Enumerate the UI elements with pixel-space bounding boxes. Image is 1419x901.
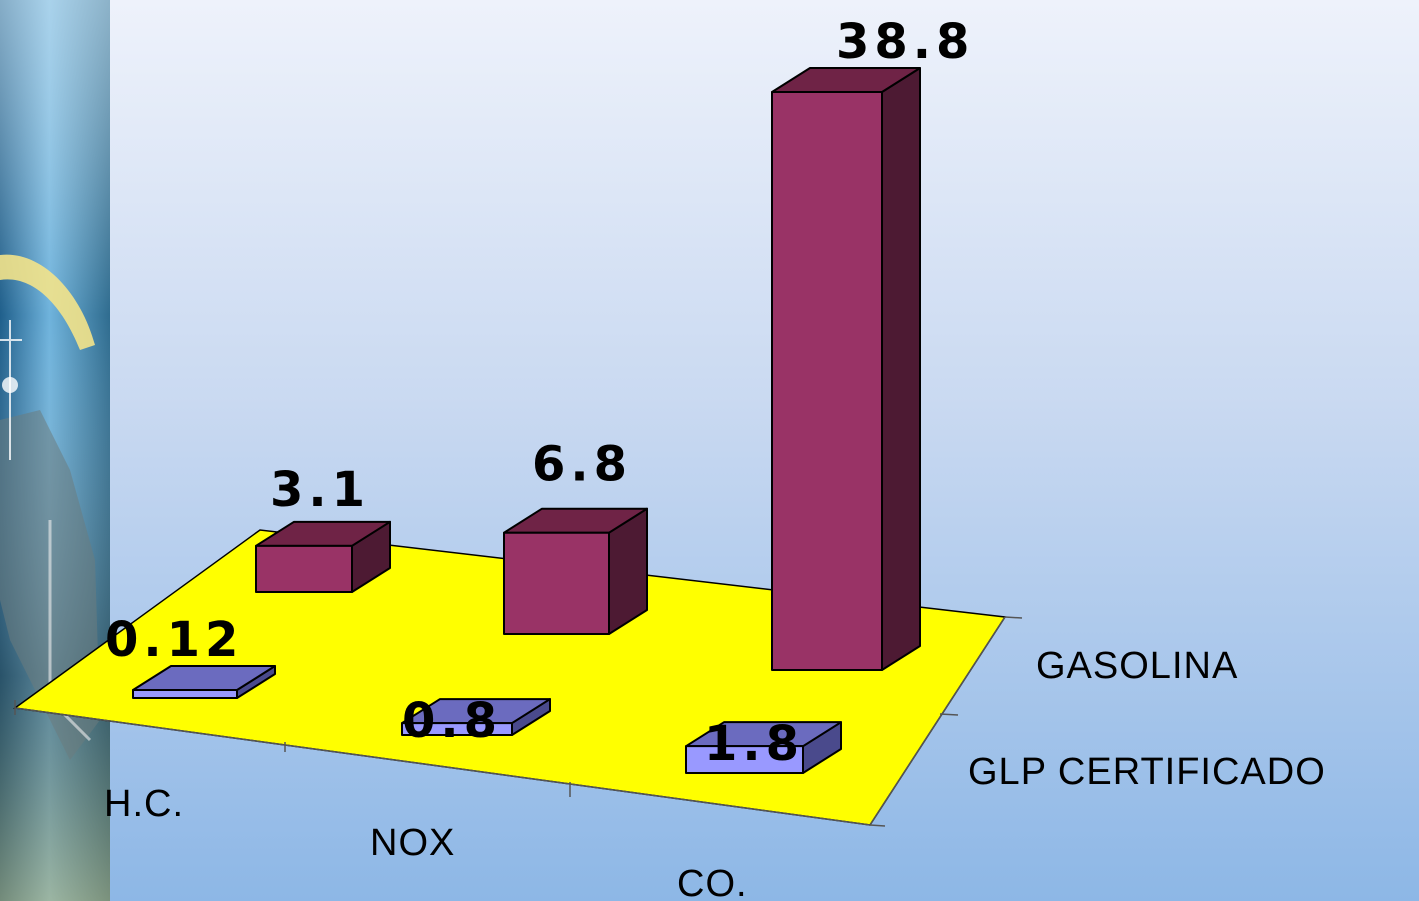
category-label-nox: NOX xyxy=(370,822,455,864)
background-decoration xyxy=(0,0,110,901)
bar-front-glp-certificado-co xyxy=(685,745,804,774)
bar-side-gasolina-co xyxy=(881,67,921,671)
bar-front-glp-certificado-nox xyxy=(401,722,513,736)
axis-line-7 xyxy=(1004,616,1023,619)
value-labels: 3.1 6.8 38.8 0.12 0.8 1.8 xyxy=(105,14,974,772)
bar-gasolina-co xyxy=(771,67,921,671)
axis-line-1 xyxy=(869,616,1006,826)
category-label-co: CO. xyxy=(677,863,748,901)
bar-glp-certificado-co xyxy=(685,721,842,774)
category-labels: H.C. NOX CO. xyxy=(104,783,748,901)
bar-glp-certificado-nox xyxy=(401,698,551,736)
value-label-gasolina-nox: 6.8 xyxy=(532,437,632,493)
bars xyxy=(132,67,921,774)
bar-gasolina-nox xyxy=(503,507,648,635)
value-label-glp-certificado-hc: 0.12 xyxy=(105,612,243,668)
bar-front-glp-certificado-hc xyxy=(132,689,238,699)
series-label-glp: GLP CERTIFICADO xyxy=(968,751,1326,793)
series-label-gasolina: GASOLINA xyxy=(1036,645,1238,687)
axes xyxy=(14,616,1023,827)
value-label-gasolina-hc: 3.1 xyxy=(270,462,370,518)
axis-line-0 xyxy=(14,707,871,826)
value-label-glp-certificado-nox: 0.8 xyxy=(402,693,502,749)
value-label-glp-certificado-co: 1.8 xyxy=(704,716,804,772)
bar-front-gasolina-nox xyxy=(503,531,610,635)
category-label-hc: H.C. xyxy=(104,783,184,825)
bar-glp-certificado-hc xyxy=(132,665,276,699)
axis-line-6 xyxy=(939,713,959,716)
value-label-gasolina-co: 38.8 xyxy=(836,14,974,70)
bar-front-gasolina-co xyxy=(771,91,883,671)
series-labels: GASOLINA GLP CERTIFICADO xyxy=(968,645,1326,793)
axis-line-4 xyxy=(869,824,886,827)
bar-front-gasolina-hc xyxy=(255,544,353,593)
bar-gasolina-hc xyxy=(255,520,391,593)
